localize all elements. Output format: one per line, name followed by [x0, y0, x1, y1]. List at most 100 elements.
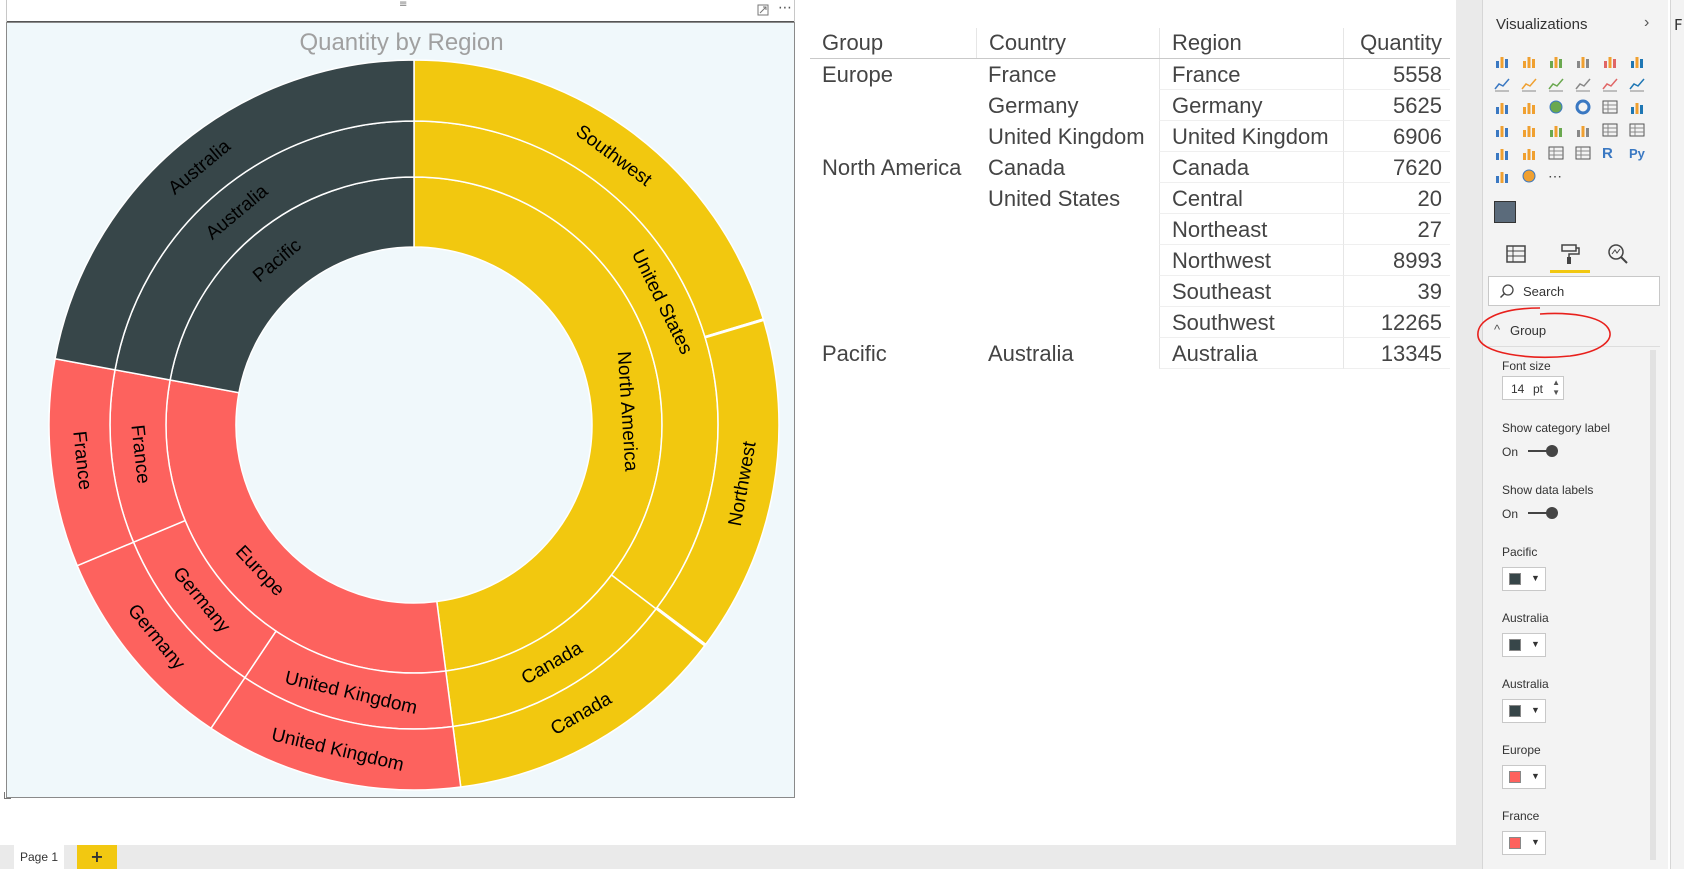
- sunburst-custom-icon[interactable]: [1494, 168, 1512, 184]
- cell-quantity: 5625: [1343, 90, 1450, 121]
- color-picker-dropdown[interactable]: ▼: [1502, 765, 1546, 789]
- cell-region: Northeast: [1159, 214, 1343, 245]
- table-row[interactable]: Europe France France 5558: [810, 59, 1450, 90]
- format-search-input[interactable]: Search: [1488, 276, 1660, 306]
- cell-country: United States: [988, 186, 1121, 211]
- show-data-labels-state: On: [1502, 507, 1519, 521]
- cell-quantity: 5558: [1343, 59, 1450, 90]
- table-row[interactable]: Northeast 27: [810, 214, 1450, 245]
- cell-quantity: 13345: [1343, 338, 1450, 369]
- header-quantity[interactable]: Quantity: [1343, 28, 1450, 58]
- line-column-icon[interactable]: [1575, 76, 1593, 92]
- 100-column-icon[interactable]: [1629, 53, 1647, 69]
- cell-region: Germany: [1159, 90, 1343, 121]
- table-row[interactable]: Germany Germany 5625: [810, 90, 1450, 121]
- table-row[interactable]: Southwest 12265: [810, 307, 1450, 338]
- chart-title: Quantity by Region: [299, 29, 504, 56]
- shape-map-icon[interactable]: [1521, 122, 1539, 138]
- 100-bar-icon[interactable]: [1602, 53, 1620, 69]
- gauge-icon[interactable]: [1575, 122, 1593, 138]
- table-row[interactable]: North America Canada Canada 7620: [810, 152, 1450, 183]
- cell-group: [810, 214, 976, 245]
- table-row[interactable]: Northwest 8993: [810, 245, 1450, 276]
- map-icon[interactable]: [1629, 99, 1647, 115]
- format-paint-roller-icon[interactable]: [1558, 242, 1582, 266]
- search-icon: [1499, 284, 1514, 299]
- line-clustered-icon[interactable]: [1602, 76, 1620, 92]
- fields-tab-icon[interactable]: [1504, 242, 1528, 266]
- scatter-icon[interactable]: [1521, 99, 1539, 115]
- cell-country: Germany: [988, 93, 1079, 118]
- pane-scrollbar[interactable]: [1650, 350, 1656, 860]
- waterfall-icon[interactable]: [1494, 99, 1512, 115]
- pie-icon[interactable]: [1548, 99, 1566, 115]
- clustered-column-icon[interactable]: [1575, 53, 1593, 69]
- clustered-bar-icon[interactable]: [1548, 53, 1566, 69]
- donut-icon[interactable]: [1575, 99, 1593, 115]
- treemap-icon[interactable]: [1602, 99, 1620, 115]
- kpi-icon[interactable]: [1494, 145, 1512, 161]
- pane-tabs: [1496, 240, 1656, 274]
- filters-pane-edge[interactable]: F: [1670, 0, 1684, 869]
- python-visual-icon[interactable]: Py: [1629, 146, 1645, 161]
- table-row[interactable]: Southeast 39: [810, 276, 1450, 307]
- header-country[interactable]: Country: [976, 28, 1159, 58]
- multirow-card-icon[interactable]: [1629, 122, 1647, 138]
- more-options-icon[interactable]: ⋯: [778, 0, 793, 16]
- show-data-labels-toggle[interactable]: [1528, 506, 1558, 520]
- funnel-icon[interactable]: [1548, 122, 1566, 138]
- color-swatch: [1509, 639, 1521, 651]
- cell-country: [976, 307, 1159, 338]
- stacked-area-icon[interactable]: [1548, 76, 1566, 92]
- group-section-header[interactable]: ^ Group: [1488, 318, 1660, 347]
- globe-icon[interactable]: [1521, 168, 1539, 184]
- dropdown-arrow-icon: ▼: [1531, 639, 1540, 649]
- line-chart-icon[interactable]: [1494, 76, 1512, 92]
- dropdown-arrow-icon: ▼: [1531, 705, 1540, 715]
- drag-handle-icon[interactable]: ≡: [399, 0, 408, 10]
- add-page-button[interactable]: +: [77, 845, 117, 869]
- spinner-icon[interactable]: ▲ ▼: [1552, 378, 1560, 397]
- sunburst-visual[interactable]: Quantity by Region North America Europe Pa…: [6, 22, 795, 798]
- show-category-label-toggle[interactable]: [1528, 444, 1558, 458]
- cell-group: [810, 276, 976, 307]
- area-chart-icon[interactable]: [1521, 76, 1539, 92]
- selected-custom-visual-icon[interactable]: [1494, 201, 1516, 223]
- page-tab-1[interactable]: Page 1: [14, 845, 64, 869]
- analytics-magnifier-icon[interactable]: [1606, 242, 1630, 266]
- cell-region: Central: [1159, 183, 1343, 214]
- cell-region: Southwest: [1159, 307, 1343, 338]
- color-picker-dropdown[interactable]: ▼: [1502, 831, 1546, 855]
- matrix-icon[interactable]: [1575, 145, 1593, 161]
- color-picker-dropdown[interactable]: ▼: [1502, 567, 1546, 591]
- color-swatch: [1509, 837, 1521, 849]
- more-visuals-icon[interactable]: ⋯: [1548, 168, 1562, 184]
- r-visual-icon[interactable]: R: [1602, 145, 1613, 162]
- resize-handle-bottom-left[interactable]: [4, 792, 11, 799]
- table-row[interactable]: United States Central 20: [810, 183, 1450, 214]
- sunburst-segment[interactable]: [54, 59, 415, 371]
- collapse-pane-icon[interactable]: ›: [1644, 14, 1650, 31]
- stacked-column-icon[interactable]: [1521, 53, 1539, 69]
- slicer-icon[interactable]: [1521, 145, 1539, 161]
- header-group[interactable]: Group: [822, 30, 884, 55]
- cell-group: Europe: [822, 62, 893, 87]
- table-icon[interactable]: [1548, 145, 1566, 161]
- chevron-up-icon: ^: [1494, 322, 1501, 337]
- focus-mode-icon[interactable]: [757, 4, 769, 16]
- cell-country: [976, 214, 1159, 245]
- stacked-bar-icon[interactable]: [1494, 53, 1512, 69]
- table-row[interactable]: United Kingdom United Kingdom 6906: [810, 121, 1450, 152]
- ribbon-icon[interactable]: [1629, 76, 1647, 92]
- card-icon[interactable]: [1602, 122, 1620, 138]
- header-region[interactable]: Region: [1159, 28, 1343, 58]
- table-row[interactable]: Pacific Australia Australia 13345: [810, 338, 1450, 369]
- color-swatch: [1509, 771, 1521, 783]
- data-table[interactable]: Group Country Region Quantity Europe Fran…: [810, 28, 1450, 369]
- font-size-input[interactable]: 14 pt ▲ ▼: [1502, 376, 1564, 400]
- color-picker-dropdown[interactable]: ▼: [1502, 699, 1546, 723]
- filled-map-icon[interactable]: [1494, 122, 1512, 138]
- color-picker-dropdown[interactable]: ▼: [1502, 633, 1546, 657]
- show-data-labels-label: Show data labels: [1502, 483, 1594, 497]
